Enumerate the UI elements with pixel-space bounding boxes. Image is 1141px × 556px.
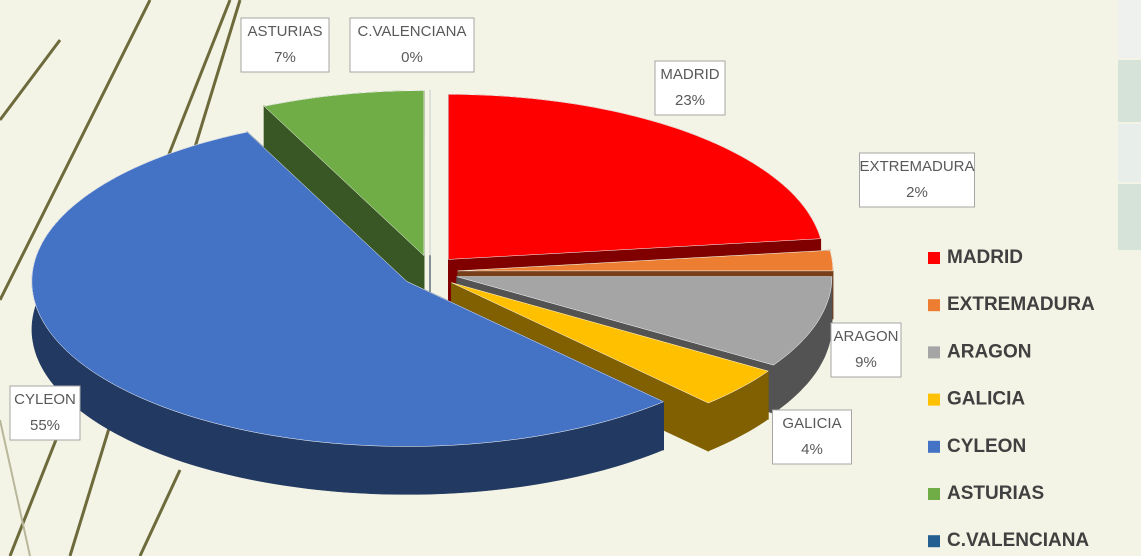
data-label-box <box>830 322 902 378</box>
data-label-value: 2% <box>906 184 928 201</box>
data-label-name: CYLEON <box>14 391 76 408</box>
data-label-box <box>859 152 975 208</box>
data-label-name: EXTREMADURA <box>859 158 974 175</box>
legend-swatch <box>928 299 940 312</box>
data-label-box <box>240 17 330 73</box>
slice <box>451 282 769 404</box>
slice-tops <box>31 90 834 447</box>
data-label-name: GALICIA <box>782 415 841 432</box>
legend-swatch <box>928 346 940 359</box>
data-label-name: ASTURIAS <box>247 23 322 40</box>
legend-label: EXTREMADURA <box>947 294 1095 315</box>
data-label-box <box>772 409 852 465</box>
data-label-value: 9% <box>855 354 877 371</box>
slice <box>457 250 834 272</box>
data-label-box <box>9 385 81 441</box>
legend-swatch <box>928 393 940 406</box>
legend-label: C.VALENCIANA <box>947 530 1089 551</box>
data-label-value: 0% <box>401 49 423 66</box>
legend-label: MADRID <box>947 247 1023 268</box>
data-labels: MADRID 23% EXTREMADURA 2% ARAGON 9% GALICIA 4% C… <box>9 17 975 465</box>
slice <box>456 276 833 366</box>
legend: MADRID EXTREMADURA ARAGON GALICIA CYLEON ASTU… <box>928 247 1095 551</box>
data-label-value: 7% <box>274 49 296 66</box>
slice <box>31 131 665 447</box>
data-label-value: 23% <box>675 92 705 109</box>
legend-label: ASTURIAS <box>947 483 1044 504</box>
data-label-value: 55% <box>30 417 60 434</box>
data-label-value: 4% <box>801 441 823 458</box>
legend-swatch <box>928 535 940 548</box>
data-label-name: ARAGON <box>833 328 898 345</box>
data-label-name: C.VALENCIANA <box>358 23 467 40</box>
legend-swatch <box>928 252 940 264</box>
data-label-box <box>349 17 475 73</box>
legend-label: GALICIA <box>947 389 1025 410</box>
legend-label: CYLEON <box>947 436 1026 457</box>
slice <box>263 90 425 257</box>
slice <box>448 94 821 260</box>
legend-swatch <box>928 488 940 500</box>
data-label-box <box>654 60 726 116</box>
legend-label: ARAGON <box>947 341 1031 362</box>
legend-swatch <box>928 440 940 453</box>
data-label-name: MADRID <box>660 66 719 83</box>
